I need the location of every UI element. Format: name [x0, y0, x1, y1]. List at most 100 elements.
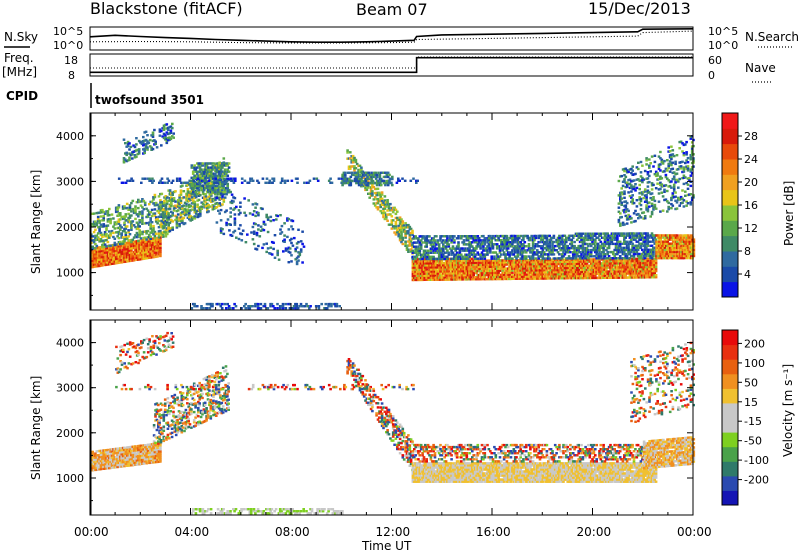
power-cell: [501, 263, 504, 266]
power-cell: [551, 242, 554, 246]
power-cell: [378, 173, 382, 177]
power-cell: [101, 219, 104, 222]
power-cell: [142, 140, 145, 143]
power-cell: [202, 179, 205, 182]
power-cell: [366, 181, 369, 185]
power-cell: [91, 239, 94, 242]
power-cell: [138, 229, 141, 232]
power-cell: [170, 198, 173, 201]
power-cell: [623, 262, 626, 265]
power-cell: [160, 144, 163, 147]
power-cell: [430, 237, 434, 240]
power-cell: [469, 245, 473, 248]
power-cell: [276, 214, 279, 218]
power-cell: [269, 305, 272, 308]
power-cell: [558, 266, 561, 270]
power-cell: [523, 257, 527, 260]
power-cell: [534, 257, 538, 260]
power-cell: [489, 269, 492, 273]
power-cell: [301, 230, 304, 233]
power-cell: [114, 210, 118, 214]
power-cell: [654, 261, 658, 265]
power-cell: [614, 260, 618, 263]
power-cell: [432, 255, 435, 259]
power-cell: [576, 260, 579, 263]
power-cell: [191, 191, 195, 194]
power-cell: [137, 223, 140, 226]
power-cell: [638, 261, 641, 265]
power-cell: [145, 221, 148, 225]
power-cell: [411, 276, 415, 280]
power-cell: [157, 248, 161, 252]
power-cell: [261, 207, 264, 211]
power-cell: [198, 176, 202, 179]
power-cell: [512, 259, 516, 262]
power-cell: [436, 239, 440, 242]
power-cell: [556, 271, 560, 274]
power-cell: [159, 254, 162, 258]
power-cell: [131, 238, 135, 241]
power-cell: [610, 268, 614, 271]
power-cell: [412, 177, 415, 180]
power-cell: [511, 249, 514, 252]
power-cell: [483, 243, 487, 246]
power-cell: [419, 266, 423, 269]
power-cell: [127, 257, 130, 261]
power-cell: [95, 224, 99, 227]
power-cell: [208, 174, 212, 177]
power-cell: [529, 236, 532, 240]
power-cell: [212, 191, 216, 194]
power-cell: [167, 218, 170, 221]
power-cell: [148, 244, 151, 247]
power-cell: [617, 262, 621, 265]
power-cell: [225, 186, 228, 190]
power-cell: [110, 262, 114, 265]
power-cell: [165, 221, 169, 224]
power-cell: [516, 241, 520, 244]
power-cell: [364, 173, 368, 177]
power-cell: [407, 225, 410, 229]
power-cell: [355, 171, 358, 174]
power-cell: [502, 273, 506, 276]
power-cell: [148, 240, 151, 243]
power-cell: [231, 179, 234, 182]
power-cell: [442, 253, 445, 256]
power-cell: [142, 199, 146, 203]
power-cell: [425, 278, 428, 281]
power-cell: [135, 235, 139, 239]
power-cell: [133, 156, 137, 159]
power-cell: [595, 276, 598, 280]
power-cell: [157, 205, 161, 208]
power-cell: [494, 277, 498, 281]
power-cell: [566, 277, 569, 280]
power-cell: [330, 181, 334, 184]
power-cell: [484, 269, 488, 273]
power-cell: [269, 219, 273, 223]
power-cell: [163, 226, 166, 229]
power-cell: [466, 247, 470, 250]
power-cell: [585, 262, 589, 265]
power-cell: [424, 276, 427, 279]
power-cell: [247, 181, 251, 184]
power-cell: [542, 269, 546, 272]
power-cell: [454, 253, 457, 256]
power-cell: [444, 262, 448, 265]
power-cell: [220, 170, 224, 173]
power-cell: [629, 261, 633, 265]
power-cell: [578, 270, 582, 274]
power-cell: [355, 173, 358, 177]
power-cell: [549, 238, 553, 242]
power-cell: [243, 197, 246, 200]
power-cell: [125, 219, 129, 222]
power-cell: [171, 226, 174, 229]
power-cell: [448, 247, 452, 250]
power-cell: [216, 166, 220, 169]
power-cell: [418, 274, 422, 277]
power-cell: [401, 226, 405, 229]
power-cell: [378, 191, 381, 194]
power-cell: [523, 261, 527, 264]
power-cell: [290, 179, 294, 182]
power-cell: [625, 264, 629, 267]
power-cell: [495, 265, 499, 268]
power-cell: [358, 170, 362, 174]
